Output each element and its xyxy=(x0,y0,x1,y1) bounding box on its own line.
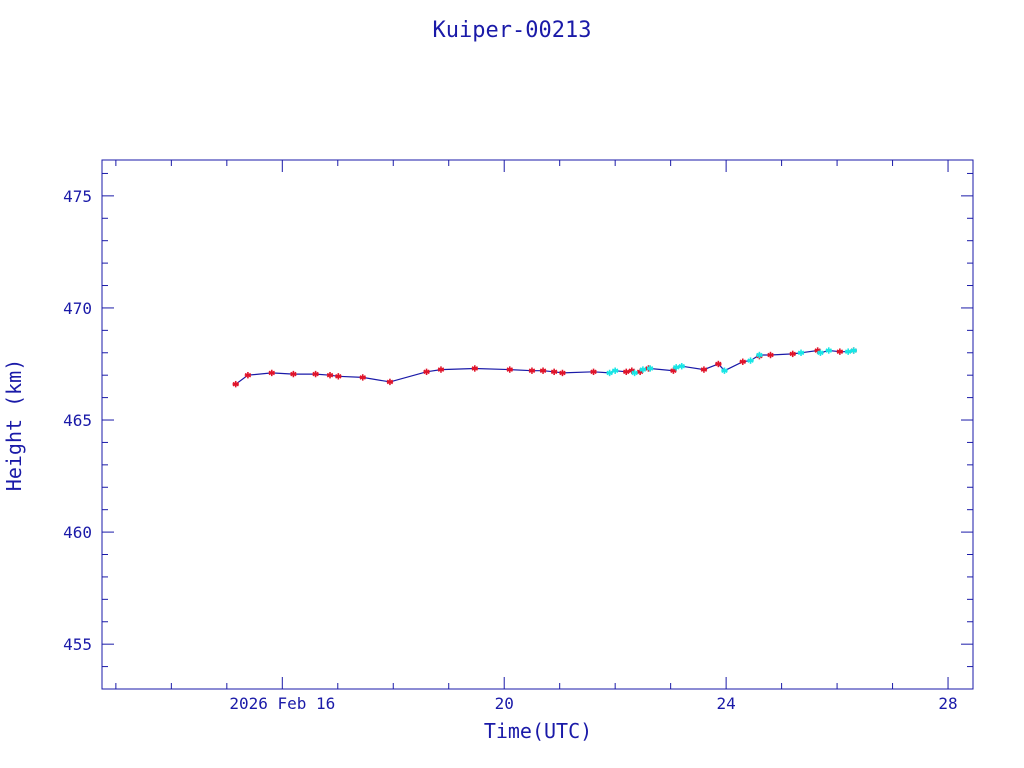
data-point-red xyxy=(506,366,513,373)
data-point-cyan xyxy=(606,369,613,377)
axes xyxy=(101,159,974,690)
x-tick-label: 28 xyxy=(938,694,957,713)
y-tick-label: 455 xyxy=(63,635,92,654)
data-point-red xyxy=(789,350,796,358)
x-axis-label: Time(UTC) xyxy=(484,719,592,743)
data-point-red xyxy=(437,366,445,373)
data-point-cyan xyxy=(797,349,805,356)
data-point-red xyxy=(700,366,708,373)
data-point-red xyxy=(471,365,479,372)
data-point-red xyxy=(539,367,547,374)
data-point-cyan xyxy=(747,357,754,364)
data-point-red xyxy=(268,369,275,377)
data-point-cyan xyxy=(646,365,654,372)
data-point-red xyxy=(550,368,558,376)
y-tick-label: 470 xyxy=(63,299,92,318)
data-point-red xyxy=(559,369,566,377)
data-point-red xyxy=(739,358,746,365)
data-point-red xyxy=(359,374,366,381)
data-point-cyan xyxy=(756,351,763,359)
data-point-cyan xyxy=(825,347,832,354)
data-point-cyan xyxy=(639,366,647,373)
data-point-red xyxy=(244,371,252,379)
data-point-cyan xyxy=(844,348,852,355)
chart-title: Kuiper-00213 xyxy=(433,18,592,43)
data-point-cyan xyxy=(817,349,824,356)
y-tick-label: 460 xyxy=(63,523,92,542)
data-point-red xyxy=(767,351,774,359)
data-point-red xyxy=(836,348,844,355)
data-point-red xyxy=(590,368,597,376)
data-point-red xyxy=(232,380,239,388)
y-axis-label: Height (km) xyxy=(2,359,26,491)
markers xyxy=(232,347,857,388)
data-point-cyan xyxy=(611,367,619,374)
data-point-cyan xyxy=(631,369,638,377)
y-tick-label: 475 xyxy=(63,187,92,206)
tick-labels: 2026 Feb 16 20 24 28 455 460 465 470 475 xyxy=(63,187,958,713)
x-tick-label: 20 xyxy=(495,694,514,713)
data-point-cyan xyxy=(721,367,728,374)
data-point-red xyxy=(715,360,722,368)
data-point-red xyxy=(335,373,342,380)
data-point-cyan xyxy=(678,363,685,370)
data-point-cyan xyxy=(672,364,680,371)
data-point-red xyxy=(423,368,430,376)
data-point-cyan xyxy=(850,347,857,354)
data-point-red xyxy=(623,368,630,376)
plot-frame xyxy=(101,159,974,690)
data-point-red xyxy=(528,367,536,374)
data-point-red xyxy=(326,371,334,379)
x-tick-label: 2026 Feb 16 xyxy=(229,694,335,713)
data-point-red xyxy=(386,378,394,386)
data-point-red xyxy=(312,370,319,378)
y-tick-label: 465 xyxy=(63,411,92,430)
x-tick-label: 24 xyxy=(716,694,735,713)
data-point-red xyxy=(290,370,297,378)
